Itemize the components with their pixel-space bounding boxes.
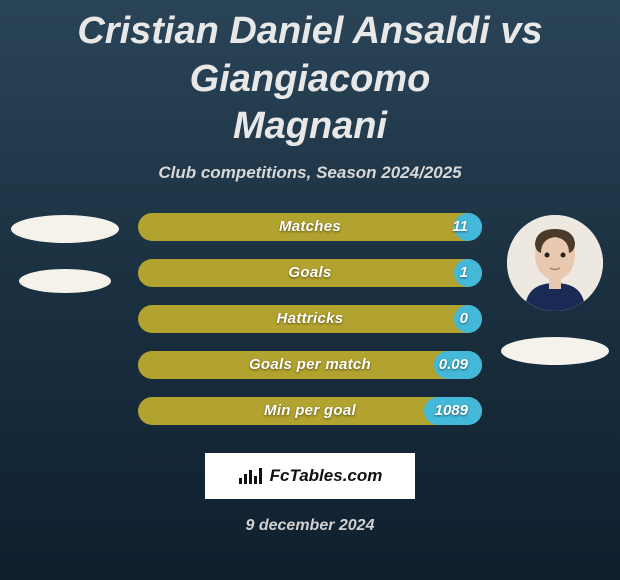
stat-row: Matches11	[138, 213, 482, 241]
stat-value-right: 0.09	[439, 351, 468, 379]
stat-label: Hattricks	[138, 305, 482, 333]
subtitle: Club competitions, Season 2024/2025	[0, 163, 620, 183]
bars-logo-icon	[238, 466, 264, 486]
stat-label: Matches	[138, 213, 482, 241]
brand-badge: FcTables.com	[205, 453, 415, 499]
stat-value-right: 1	[460, 259, 468, 287]
brand-text: FcTables.com	[270, 466, 383, 486]
stat-row: Goals1	[138, 259, 482, 287]
date-line: 9 december 2024	[0, 517, 620, 535]
player-portrait-icon	[507, 215, 603, 311]
stat-row: Hattricks0	[138, 305, 482, 333]
title-line-1: Cristian Daniel Ansaldi vs Giangiacomo	[77, 10, 542, 100]
stat-bars: Matches11 Goals1 Hattricks0 Goals per match…	[138, 213, 482, 425]
title-line-2: Magnani	[233, 105, 387, 147]
comparison-area: Matches11 Goals1 Hattricks0 Goals per match…	[0, 213, 620, 425]
stat-row: Goals per match0.09	[138, 351, 482, 379]
stat-label: Goals per match	[138, 351, 482, 379]
stat-label: Min per goal	[138, 397, 482, 425]
stat-label: Goals	[138, 259, 482, 287]
right-player-column	[500, 213, 610, 365]
right-player-avatar	[507, 215, 603, 311]
left-player-club-badge-placeholder	[19, 269, 111, 293]
stat-value-right: 0	[460, 305, 468, 333]
right-player-club-badge-placeholder	[501, 337, 609, 365]
stat-value-right: 1089	[435, 397, 468, 425]
stat-row: Min per goal1089	[138, 397, 482, 425]
left-player-avatar-placeholder	[11, 215, 119, 243]
stat-value-right: 11	[452, 213, 468, 241]
left-player-column	[10, 213, 120, 293]
page-title: Cristian Daniel Ansaldi vs Giangiacomo M…	[0, 0, 620, 151]
